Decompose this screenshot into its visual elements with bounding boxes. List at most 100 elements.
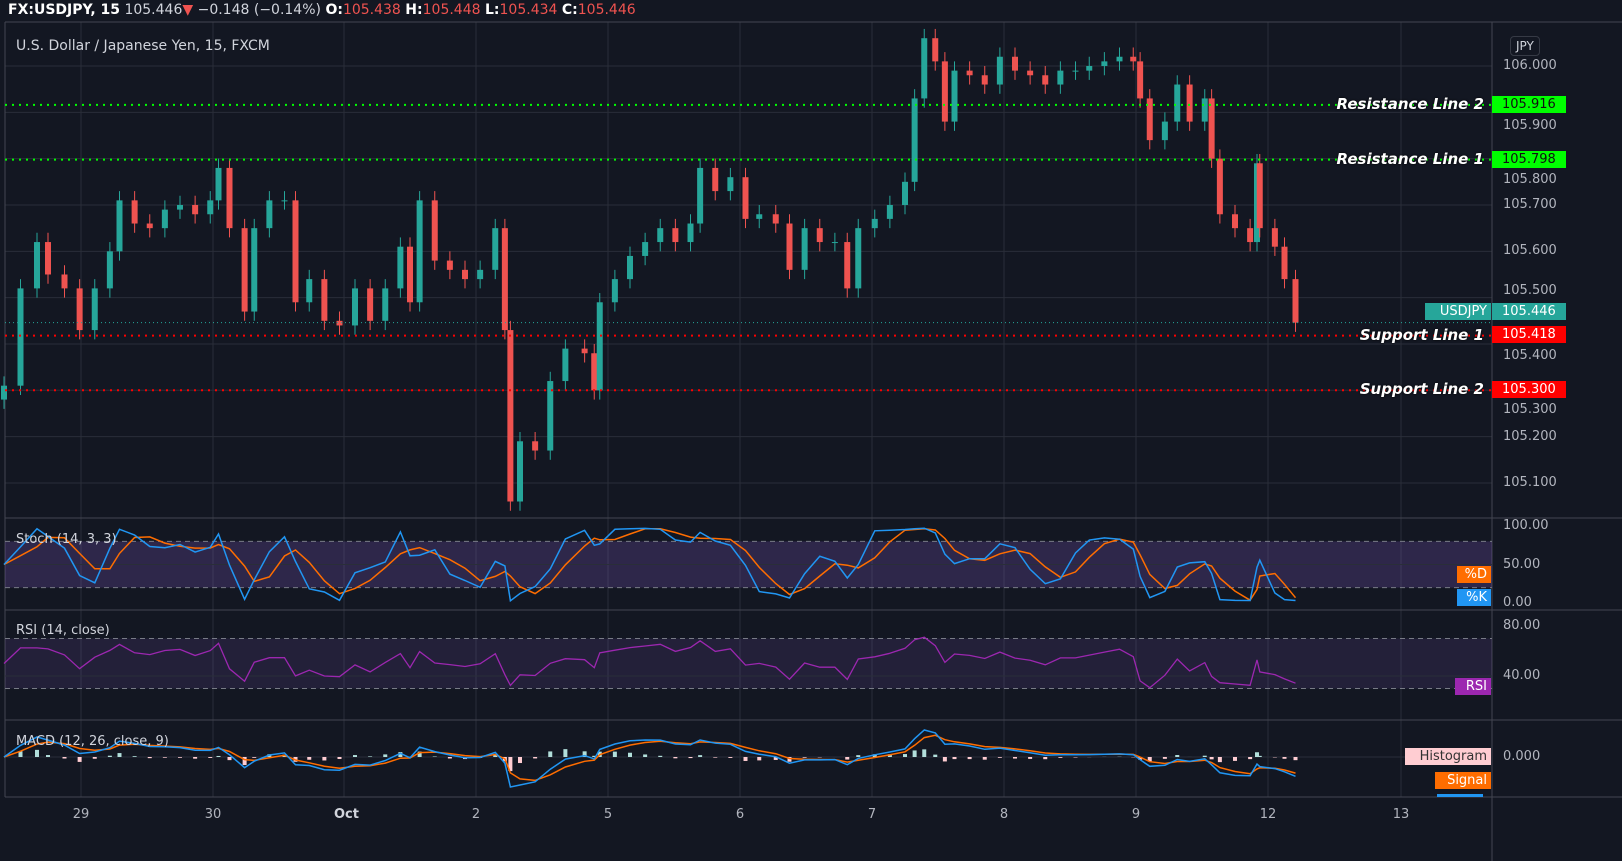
candle: [116, 200, 123, 252]
close-value: 105.446: [577, 2, 636, 18]
histogram-bar: [533, 757, 538, 759]
candle: [966, 70, 973, 76]
candle: [1012, 56, 1018, 71]
symbol-name[interactable]: FX:USDJPY, 15: [8, 2, 120, 18]
candle: [672, 228, 679, 243]
candle: [507, 330, 514, 502]
candle: [886, 204, 893, 219]
histogram-bar: [922, 749, 927, 757]
candle: [382, 288, 389, 321]
candle: [45, 242, 51, 275]
histogram-bar: [787, 757, 792, 762]
histogram-bar: [1293, 757, 1298, 761]
candle: [492, 228, 499, 270]
histogram-bar: [582, 751, 587, 757]
rsi-tick: 80.00: [1503, 618, 1541, 633]
candle: [562, 348, 569, 382]
histogram-bar: [1013, 757, 1017, 759]
candle: [1201, 98, 1208, 122]
symbol-header: FX:USDJPY, 15 105.446▼ −0.148 (−0.14%) O…: [8, 2, 636, 18]
histogram-bar: [353, 755, 357, 757]
histogram-bar: [872, 754, 877, 757]
candle: [756, 214, 763, 219]
rsi-title: RSI (14, close): [16, 623, 110, 638]
candle: [911, 98, 918, 182]
candle: [281, 200, 288, 202]
histogram-bar: [1217, 757, 1222, 763]
candle: [1086, 66, 1093, 71]
time-tick: 12: [1259, 807, 1277, 822]
candle: [266, 200, 273, 229]
macd-tick: 0.000: [1503, 749, 1541, 764]
candle: [501, 228, 508, 331]
candle: [581, 348, 588, 354]
candle: [1, 385, 7, 400]
candle: [1042, 75, 1049, 85]
currency-button[interactable]: JPY: [1510, 36, 1540, 56]
stoch-title: Stoch (14, 3, 3): [16, 532, 117, 547]
candle: [292, 200, 299, 303]
time-tick: 9: [1131, 807, 1141, 822]
candle: [1072, 70, 1079, 72]
candle: [17, 288, 24, 386]
macd-title: MACD (12, 26, close, 9): [16, 734, 169, 749]
candle: [1116, 56, 1123, 62]
price-tick: 105.800: [1503, 172, 1557, 187]
candle: [321, 279, 328, 321]
histogram-bar: [62, 757, 67, 759]
rsi-tick: 40.00: [1503, 668, 1541, 683]
candle: [407, 246, 413, 303]
histogram-bar: [242, 757, 247, 766]
histogram-bar: [417, 751, 422, 757]
candle: [131, 200, 138, 224]
histogram-bar: [337, 757, 342, 760]
histogram-bar: [1028, 757, 1033, 759]
histogram-bar: [628, 752, 632, 757]
histogram-bar: [92, 757, 97, 759]
open-label: O:: [325, 2, 343, 18]
candle: [902, 181, 908, 205]
candle: [855, 228, 862, 289]
histogram-bar: [1147, 757, 1152, 762]
histogram-bar: [887, 754, 892, 757]
resistance-price-tag: 105.798: [1492, 150, 1566, 168]
price-tick: 105.500: [1503, 283, 1557, 298]
candle: [215, 167, 222, 201]
candle: [1174, 84, 1181, 122]
histogram-bar: [802, 757, 807, 758]
candle: [657, 228, 664, 243]
candle: [431, 200, 438, 261]
histogram-bar: [845, 757, 850, 760]
low-label: L:: [484, 2, 500, 18]
histogram-bar: [1282, 757, 1287, 759]
histogram-bar: [673, 757, 678, 759]
candle: [306, 279, 313, 303]
candle: [844, 242, 851, 289]
support-price-tag: 105.418: [1492, 326, 1566, 343]
candle: [932, 38, 939, 62]
histogram-bar: [1255, 752, 1259, 757]
candle: [547, 381, 554, 451]
candle: [591, 353, 598, 391]
histogram-bar: [18, 751, 23, 757]
stoch-tick: 0.00: [1503, 595, 1532, 610]
candle: [76, 288, 83, 331]
candle: [697, 167, 704, 224]
price-tick: 105.100: [1503, 474, 1557, 490]
candle: [352, 288, 358, 326]
histogram-bar: [518, 757, 522, 764]
candle: [1161, 121, 1168, 141]
histogram-bar: [1162, 757, 1167, 759]
histogram-bar: [1233, 757, 1237, 761]
candle: [106, 251, 113, 289]
histogram-bar: [178, 757, 182, 758]
candle: [1027, 70, 1034, 76]
histogram-bar: [933, 754, 938, 757]
histogram-bar: [398, 752, 403, 757]
histogram-bar: [643, 754, 648, 757]
candle: [596, 302, 603, 391]
candle: [941, 61, 948, 122]
histogram-bar: [856, 755, 861, 757]
candle: [416, 200, 423, 303]
